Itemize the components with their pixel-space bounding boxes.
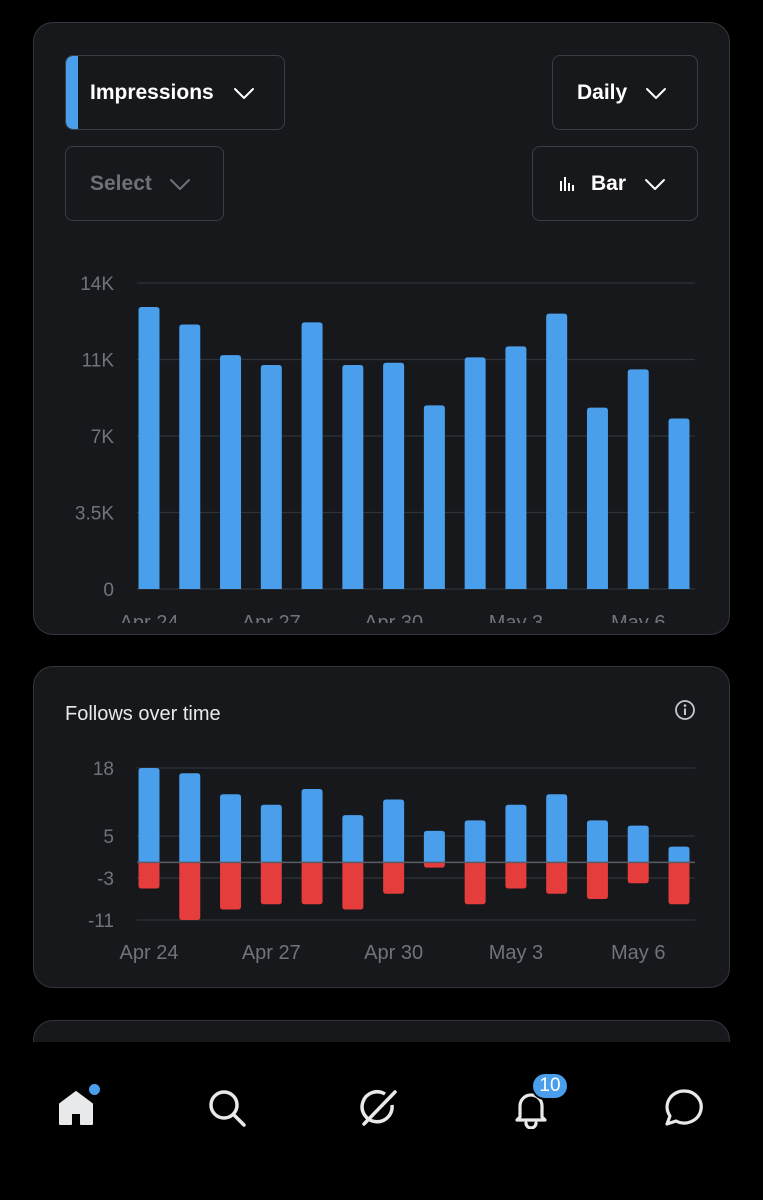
y-tick-label: 3.5K — [75, 504, 114, 525]
impressions-bar — [138, 307, 160, 589]
impressions-bar — [627, 369, 649, 589]
x-tick-label: Apr 24 — [120, 942, 179, 964]
impressions-bar — [220, 355, 242, 589]
y-tick-label: 0 — [103, 580, 114, 601]
bottom-tab-bar: 10 — [0, 1042, 763, 1200]
impressions-bar — [464, 357, 486, 589]
y-tick-label: 14K — [80, 274, 114, 295]
y-tick-label: 11K — [82, 351, 115, 372]
follows-lost-bar — [220, 862, 242, 910]
follows-lost-bar — [586, 862, 608, 900]
follows-lost-bar — [260, 862, 282, 905]
tab-search[interactable] — [199, 1080, 255, 1136]
follows-gained-bar — [383, 799, 405, 863]
x-tick-label: Apr 24 — [120, 612, 179, 623]
follows-gained-bar — [464, 820, 486, 863]
info-icon[interactable] — [674, 699, 696, 721]
chevron-down-icon — [169, 178, 190, 190]
follows-lost-bar — [301, 862, 323, 905]
impressions-bar — [179, 324, 201, 589]
tab-grok[interactable] — [350, 1080, 406, 1136]
x-tick-label: May 6 — [611, 612, 665, 623]
follows-lost-bar — [179, 862, 201, 920]
metric-color-indicator — [66, 56, 78, 129]
follows-lost-bar — [668, 862, 690, 905]
compare-dropdown[interactable]: Select — [65, 146, 224, 221]
chevron-down-icon — [233, 87, 254, 99]
impressions-bar — [423, 405, 445, 589]
follows-lost-bar — [342, 862, 364, 910]
impressions-bar — [586, 407, 608, 589]
follows-gained-bar — [505, 804, 527, 863]
chevron-down-icon — [646, 87, 667, 99]
home-notification-dot — [87, 1082, 102, 1097]
follows-gained-bar — [342, 815, 364, 863]
follows-gained-bar — [260, 804, 282, 863]
search-icon — [209, 1090, 246, 1127]
follows-card: Follows over time 18 5 -3 -11 Apr 24 Apr 27 Ap… — [33, 666, 730, 988]
x-tick-label: May 3 — [489, 612, 543, 623]
follows-bar-chart: 18 5 -3 -11 Apr 24 Apr 27 Apr 30 May 3 May 6 — [88, 759, 695, 964]
chat-bubble-icon — [665, 1089, 703, 1126]
follows-gained-bar — [138, 768, 160, 863]
interval-dropdown[interactable]: Daily — [552, 55, 698, 130]
follows-lost-bar — [464, 862, 486, 905]
x-tick-label: Apr 30 — [364, 612, 423, 623]
x-tick-label: Apr 27 — [242, 942, 301, 964]
x-tick-label: May 3 — [489, 942, 543, 964]
impressions-bar — [301, 322, 323, 589]
follows-lost-bar — [627, 862, 649, 884]
interval-label: Daily — [577, 80, 628, 104]
bar-chart-icon — [560, 176, 574, 191]
x-tick-label: Apr 30 — [364, 942, 423, 964]
impressions-bar-chart: 0 3.5K 7K 11K 14K Apr 24 Apr 27 Apr 30 May 3 May … — [75, 274, 695, 623]
follows-gained-bar — [301, 788, 323, 863]
compare-placeholder: Select — [90, 171, 152, 195]
follows-lost-bar — [505, 862, 527, 889]
chart-type-label: Bar — [591, 171, 627, 195]
grok-icon — [360, 1090, 397, 1126]
follows-lost-bar — [383, 862, 405, 894]
follows-gained-bar — [423, 830, 445, 863]
impressions-bar — [668, 418, 690, 589]
notifications-badge: 10 — [531, 1072, 569, 1100]
impressions-bar — [505, 346, 527, 589]
tab-notifications[interactable]: 10 — [503, 1072, 569, 1136]
follows-gained-bar — [627, 825, 649, 863]
follows-gained-bar — [546, 794, 568, 863]
follows-gained-bar — [668, 846, 690, 863]
impressions-bar — [260, 364, 282, 589]
chevron-down-icon — [645, 178, 666, 190]
home-icon — [59, 1091, 93, 1125]
impressions-card: Impressions Daily Select Bar 0 3.5K 7K 11K 1… — [33, 22, 730, 635]
follows-lost-bar — [546, 862, 568, 894]
y-tick-label: -3 — [97, 869, 114, 890]
follows-gained-bar — [586, 820, 608, 863]
impressions-bar — [546, 313, 568, 589]
follows-lost-bar — [138, 862, 160, 889]
y-tick-label: 5 — [103, 827, 114, 848]
y-tick-label: 7K — [91, 427, 115, 448]
metric-dropdown[interactable]: Impressions — [65, 55, 285, 130]
impressions-bar — [342, 364, 364, 589]
follows-gained-bar — [179, 773, 201, 863]
y-tick-label: -11 — [88, 911, 114, 932]
x-tick-label: Apr 27 — [242, 612, 301, 623]
x-tick-label: May 6 — [611, 942, 665, 964]
y-tick-label: 18 — [93, 759, 114, 780]
follows-title: Follows over time — [65, 703, 221, 725]
follows-lost-bar — [423, 862, 445, 868]
impressions-bar — [383, 362, 405, 589]
metric-label: Impressions — [90, 80, 214, 104]
tab-home[interactable] — [48, 1080, 104, 1136]
follows-gained-bar — [220, 794, 242, 863]
tab-messages[interactable] — [656, 1080, 712, 1136]
chart-type-dropdown[interactable]: Bar — [532, 146, 698, 221]
